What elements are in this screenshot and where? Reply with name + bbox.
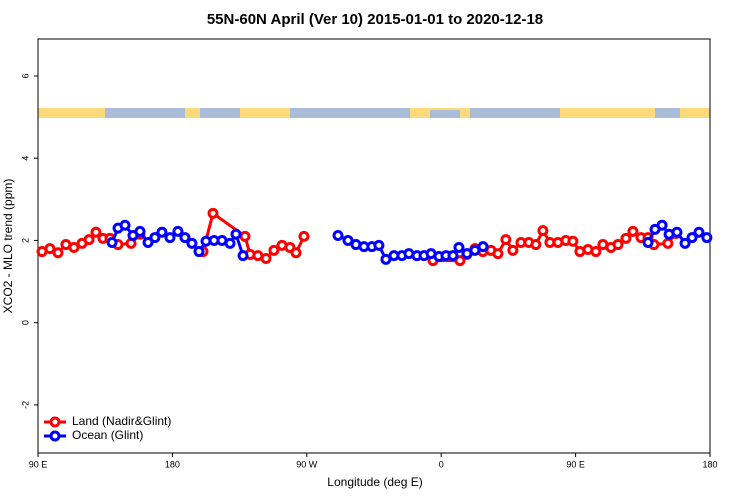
point — [142, 237, 154, 249]
y-tick-label: -2 — [20, 401, 30, 409]
point — [500, 234, 512, 246]
point — [590, 246, 602, 258]
series — [36, 207, 682, 267]
point — [106, 237, 118, 249]
x-tick-label: 180 — [165, 459, 180, 469]
point — [612, 239, 624, 251]
point — [671, 226, 683, 238]
point — [693, 226, 705, 238]
point — [239, 230, 251, 242]
point — [260, 253, 272, 265]
y-tick-label: 0 — [20, 320, 30, 325]
point — [453, 241, 465, 253]
point — [237, 250, 249, 262]
y-tick-label: 6 — [20, 73, 30, 78]
point — [149, 232, 161, 244]
point — [507, 244, 519, 256]
legend-marker — [49, 430, 61, 442]
point — [268, 244, 280, 256]
point — [567, 235, 579, 247]
point — [90, 226, 102, 238]
point — [477, 241, 489, 253]
point — [454, 255, 466, 267]
point — [447, 250, 459, 262]
x-tick-label: 180 — [702, 459, 717, 469]
point — [172, 225, 184, 237]
point — [52, 247, 64, 259]
point — [656, 219, 668, 231]
y-axis-label: XCO2 - MLO trend (ppm) — [1, 179, 15, 314]
point — [164, 232, 176, 244]
point — [342, 234, 354, 246]
point — [290, 247, 302, 259]
x-tick-label: 90 E — [566, 459, 585, 469]
point — [224, 237, 236, 249]
legend-marker — [49, 416, 61, 428]
point — [207, 207, 219, 219]
point — [134, 225, 146, 237]
point — [537, 225, 549, 237]
point — [193, 246, 205, 258]
point — [492, 248, 504, 260]
point — [298, 230, 310, 242]
point — [83, 234, 95, 246]
point — [686, 232, 698, 244]
y-tick-label: 4 — [20, 156, 30, 161]
x-tick-label: 90 E — [29, 459, 48, 469]
series — [106, 219, 713, 265]
point — [179, 232, 191, 244]
point — [679, 237, 691, 249]
point — [68, 241, 80, 253]
map-strip — [38, 108, 710, 118]
point — [620, 232, 632, 244]
chart-title: 55N-60N April (Ver 10) 2015-01-01 to 202… — [207, 11, 543, 28]
point — [119, 219, 131, 231]
point — [662, 237, 674, 249]
legend-label: Land (Nadir&Glint) — [72, 414, 171, 428]
point — [44, 243, 56, 255]
x-axis-label: Longitude (deg E) — [327, 475, 422, 489]
y-tick-label: 2 — [20, 238, 30, 243]
plot-frame — [37, 38, 711, 454]
point — [156, 226, 168, 238]
point — [332, 230, 344, 242]
x-tick-label: 90 W — [296, 459, 318, 469]
point — [530, 239, 542, 251]
legend-label: Ocean (Glint) — [72, 428, 143, 442]
x-tick-label: 0 — [439, 459, 444, 469]
point — [373, 239, 385, 251]
point — [701, 232, 713, 244]
point — [230, 228, 242, 240]
point — [186, 237, 198, 249]
point — [642, 237, 654, 249]
point — [627, 225, 639, 237]
